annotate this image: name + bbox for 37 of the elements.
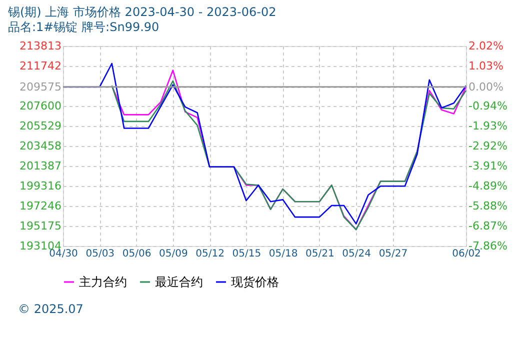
y-tick-label: 195175 — [20, 220, 62, 232]
x-tick-label: 05/18 — [268, 248, 298, 260]
x-tick-label: 06/02 — [452, 248, 481, 260]
x-tick-label: 05/15 — [232, 248, 262, 260]
chart-subtitle: 品名:1#锡锭 牌号:Sn99.90 — [8, 20, 160, 34]
y-tick-label: 201387 — [20, 160, 62, 173]
y2-tick-label: 1.03% — [468, 60, 504, 73]
chart-title: 锡(期) 上海 市场价格 2023-04-30 - 2023-06-02 — [7, 5, 276, 19]
y2-tick-label: -3.91% — [468, 160, 508, 173]
y-tick-label: 205529 — [20, 120, 62, 133]
y-tick-label: 199316 — [20, 180, 62, 193]
y2-tick-label: -5.88% — [468, 199, 508, 212]
y2-tick-label: -1.93% — [468, 119, 508, 132]
x-tick-label: 05/09 — [158, 248, 188, 260]
y-tick-label: 197246 — [20, 200, 62, 212]
y2-tick-label: 0.00% — [468, 80, 504, 94]
x-tick-label: 05/12 — [196, 248, 224, 260]
y-tick-label: 213813 — [20, 40, 62, 52]
y2-tick-label: -2.92% — [468, 140, 508, 152]
x-tick-label: 05/21 — [306, 248, 334, 260]
y2-tick-label: -4.89% — [468, 179, 508, 192]
y-tick-label: 207600 — [20, 100, 62, 113]
x-tick-label: 05/06 — [122, 248, 152, 260]
legend-label: 主力合约 — [79, 275, 127, 289]
x-tick-label: 05/24 — [342, 248, 372, 260]
y-tick-label: 203458 — [20, 140, 62, 153]
y-tick-label: 209575 — [20, 80, 62, 94]
y2-tick-label: 2.02% — [468, 40, 504, 52]
text: © 2025.07 — [18, 302, 84, 316]
x-tick-label: 05/27 — [378, 248, 408, 260]
legend-label: 现货价格 — [231, 275, 279, 289]
x-tick-label: 04/30 — [49, 248, 78, 260]
legend-label: 最近合约 — [155, 275, 203, 289]
x-tick-label: 05/03 — [86, 248, 115, 260]
y-tick-label: 211742 — [20, 60, 62, 72]
y2-tick-label: -6.87% — [468, 219, 508, 232]
y2-tick-label: -0.94% — [468, 99, 508, 112]
